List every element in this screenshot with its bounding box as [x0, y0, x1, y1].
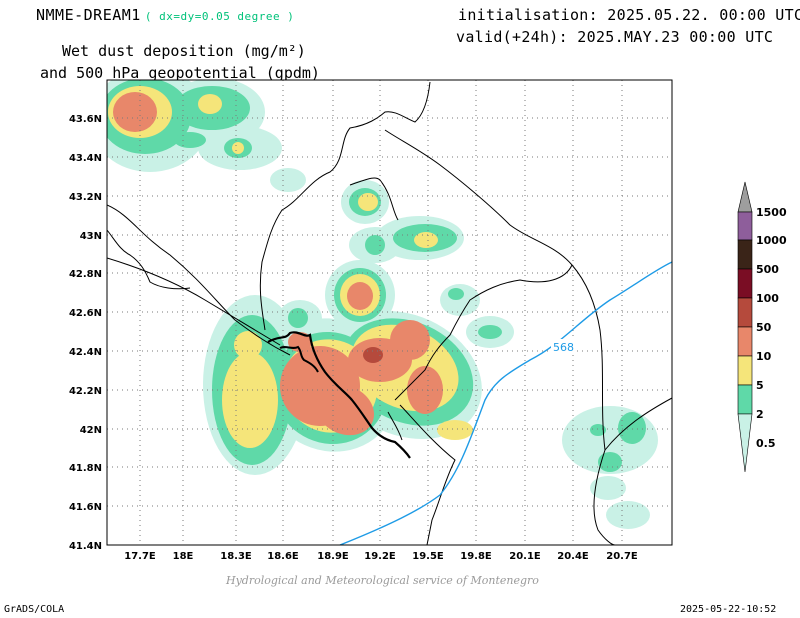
map-title-line1: Wet dust deposition (mg/m²)	[62, 42, 306, 60]
x-tick-label: 19.5E	[412, 551, 444, 562]
legend-cap-bottom	[737, 413, 753, 473]
y-tick-label: 42.6N	[69, 308, 102, 319]
credit-line: Hydrological and Meteorological service …	[226, 574, 539, 587]
contour-label: 568	[553, 341, 574, 354]
resolution-label: ( dx=dy=0.05 degree )	[144, 10, 295, 23]
x-tick-label: 18E	[173, 551, 194, 562]
legend-cap-top	[737, 181, 753, 213]
initialisation-time: initialisation: 2025.05.22. 00:00 UTC	[458, 6, 800, 24]
x-tick-label: 19.2E	[364, 551, 396, 562]
legend-label: 1000	[756, 234, 787, 247]
model-name: NMME-DREAM1( dx=dy=0.05 degree )	[36, 6, 294, 24]
legend-label: 10	[756, 350, 772, 363]
legend-label: 500	[756, 263, 779, 276]
legend-label: 50	[756, 321, 772, 334]
y-tick-label: 41.4N	[69, 541, 102, 552]
x-tick-label: 18.3E	[220, 551, 252, 562]
x-tick-label: 18.6E	[267, 551, 299, 562]
x-tick-label: 17.7E	[124, 551, 156, 562]
montenegro-coastline	[267, 331, 411, 459]
x-tick-label: 20.7E	[606, 551, 638, 562]
y-tick-label: 43.4N	[69, 153, 102, 164]
y-tick-label: 43.2N	[69, 192, 102, 203]
software-label: GrADS/COLA	[4, 604, 65, 615]
legend-swatch	[737, 239, 753, 270]
map-frame	[106, 79, 673, 546]
bay-of-kotor	[279, 345, 319, 373]
y-tick-label: 43.6N	[69, 114, 102, 125]
country-borders	[107, 81, 672, 545]
y-tick-label: 41.8N	[69, 463, 102, 474]
y-tick-label: 42.8N	[69, 269, 102, 280]
generation-timestamp: 2025-05-22-10:52	[680, 604, 777, 615]
model-label: NMME-DREAM1	[36, 6, 141, 24]
x-tick-label: 20.4E	[557, 551, 589, 562]
y-tick-label: 42N	[80, 425, 102, 436]
contour-label-bg	[551, 339, 577, 353]
colorbar-legend: 1500 1000 500 100 50 10 5 2 0.5	[737, 181, 787, 473]
legend-label: 2	[756, 408, 764, 421]
legend-label: 100	[756, 292, 779, 305]
map-title-line2: and 500 hPa geopotential (gpdm)	[40, 64, 320, 82]
dust-deposition-field: 568	[107, 80, 672, 545]
legend-swatch	[737, 297, 753, 328]
y-tick-label: 41.6N	[69, 502, 102, 513]
legend-swatch	[737, 326, 753, 357]
x-axis-labels: 17.7E 18E 18.3E 18.6E 18.9E 19.2E 19.5E …	[124, 551, 638, 562]
legend-label: 0.5	[756, 437, 776, 450]
legend-label: 5	[756, 379, 764, 392]
legend-swatch	[737, 355, 753, 386]
legend-swatch	[737, 268, 753, 299]
legend-swatch	[737, 211, 753, 241]
x-tick-label: 20.1E	[509, 551, 541, 562]
x-tick-label: 18.9E	[317, 551, 349, 562]
geopotential-contour	[339, 261, 672, 545]
legend-swatch	[737, 384, 753, 415]
y-tick-label: 43N	[80, 231, 102, 242]
legend-label: 1500	[756, 206, 787, 219]
x-tick-label: 19.8E	[460, 551, 492, 562]
valid-time: valid(+24h): 2025.MAY.23 00:00 UTC	[456, 28, 774, 46]
y-axis-labels: 43.6N 43.4N 43.2N 43N 42.8N 42.6N 42.4N …	[69, 114, 102, 552]
y-tick-label: 42.2N	[69, 386, 102, 397]
y-tick-label: 42.4N	[69, 347, 102, 358]
